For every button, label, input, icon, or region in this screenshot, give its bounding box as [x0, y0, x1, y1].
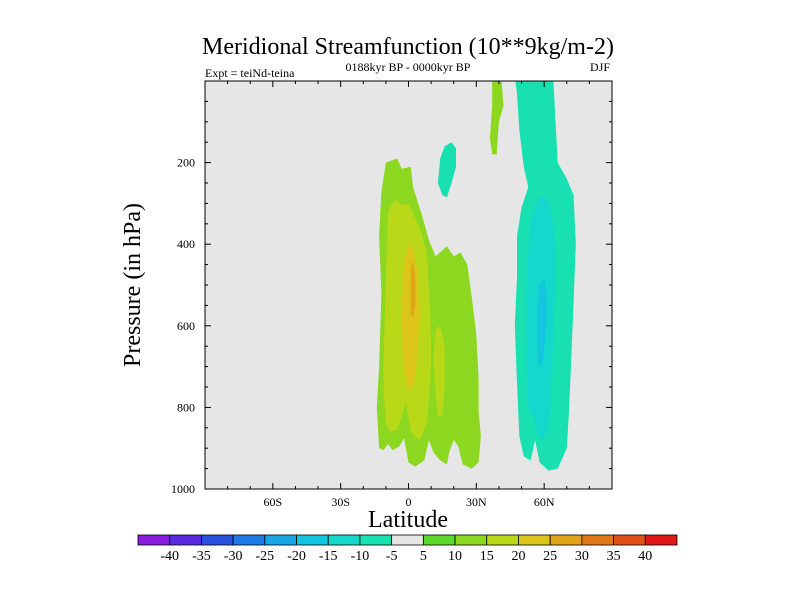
y-tick-label: 400 — [177, 237, 195, 251]
y-axis-label: Pressure (in hPa) — [120, 203, 146, 367]
colorbar-label: 5 — [420, 549, 427, 564]
axis-ticks: 60S 30S 0 30N 60N 200 400 600 800 1000 — [171, 80, 613, 509]
colorbar-box — [486, 534, 519, 546]
colorbar-label: 15 — [480, 549, 494, 564]
colorbar-box — [296, 534, 329, 546]
colorbar-label: 30 — [575, 549, 589, 564]
colorbar-label: 25 — [543, 549, 557, 564]
chart-subtitle-center: 0188kyr BP - 0000kyr BP — [346, 60, 471, 74]
colorbar-box — [169, 534, 202, 546]
colorbar-box — [232, 534, 266, 546]
colorbar-label: -20 — [287, 549, 306, 564]
y-tick-label: 600 — [177, 319, 195, 333]
contour-region-15 — [433, 325, 445, 416]
colorbar-label: -5 — [386, 549, 398, 564]
colorbar: -40 -35 -30 -25 -20 -15 -10 -5 5 10 15 20 25 30 35 40 — [137, 534, 678, 564]
colorbar-box — [327, 534, 361, 546]
colorbar-box — [644, 534, 678, 546]
colorbar-label: -35 — [192, 549, 211, 564]
colorbar-label: -30 — [224, 549, 243, 564]
x-tick-label: 30S — [331, 495, 350, 509]
x-tick-label: 60N — [534, 495, 555, 509]
chart-subtitle-left: Expt = teiNd-teina — [205, 66, 295, 80]
colorbar-label: 10 — [448, 549, 462, 564]
colorbar-label: 35 — [607, 549, 621, 564]
colorbar-box — [264, 534, 297, 546]
y-tick-label: 1000 — [171, 482, 195, 496]
colorbar-box — [613, 534, 646, 546]
colorbar-box — [581, 534, 614, 546]
x-tick-label: 0 — [406, 495, 412, 509]
colorbar-box — [422, 534, 456, 546]
colorbar-label: -10 — [351, 549, 370, 564]
contour-region--5 — [437, 142, 456, 198]
contour-region-10 — [489, 81, 504, 155]
chart-title: Meridional Streamfunction (10**9kg/m-2) — [202, 34, 614, 60]
chart-subtitle-right: DJF — [590, 60, 610, 74]
contour-region-25 — [410, 260, 416, 318]
y-tick-label: 200 — [177, 156, 195, 170]
x-tick-label: 30N — [466, 495, 487, 509]
colorbar-box — [137, 534, 171, 546]
x-tick-label: 60S — [263, 495, 282, 509]
colorbar-box — [518, 534, 551, 546]
colorbar-box — [201, 534, 234, 546]
contour-region--15 — [537, 276, 547, 367]
colorbar-box — [454, 534, 488, 546]
colorbar-label: -25 — [255, 549, 274, 564]
colorbar-box — [391, 534, 424, 546]
colorbar-label: -40 — [160, 549, 179, 564]
colorbar-box — [549, 534, 583, 546]
y-tick-label: 800 — [177, 400, 195, 414]
colorbar-label: -15 — [319, 549, 338, 564]
colorbar-label: 20 — [511, 549, 525, 564]
contour-regions — [376, 81, 576, 471]
colorbar-box — [359, 534, 393, 546]
x-axis-label: Latitude — [368, 507, 448, 533]
colorbar-label: 40 — [638, 549, 652, 564]
